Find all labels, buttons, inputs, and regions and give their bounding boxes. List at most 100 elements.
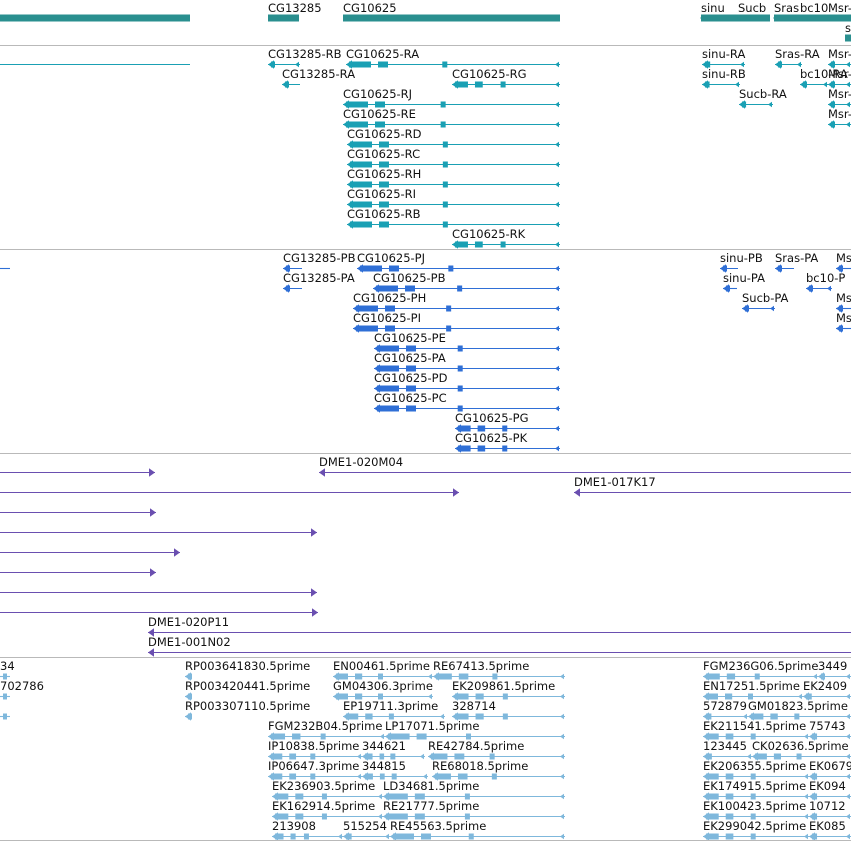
feature-75743[interactable]: 75743 xyxy=(809,719,851,741)
feature-dme1-017k17[interactable]: DME1-017K17 xyxy=(574,475,851,497)
feature-msr[interactable]: Msr- xyxy=(828,107,851,129)
feature-bc10[interactable]: bc10 xyxy=(799,1,828,22)
feature-ek211541-5prime[interactable]: EK211541.5prime xyxy=(703,719,809,741)
feature-sras-ra[interactable]: Sras-RA xyxy=(775,47,820,69)
feature-ld34681-5prime[interactable]: LD34681.5prime xyxy=(383,779,565,801)
feature-ep19711-3prime[interactable]: EP19711.3prime xyxy=(343,699,445,721)
feature-cg10625[interactable]: CG10625 xyxy=(343,1,560,22)
feature-515254[interactable]: 515254 xyxy=(343,819,390,841)
feature-ek162914-5prime[interactable]: EK162914.5prime xyxy=(272,799,383,821)
feature-ek085[interactable]: EK085 xyxy=(809,819,851,841)
feature-cg13285-pb[interactable]: CG13285-PB xyxy=(283,251,356,273)
feature-cg10625-ri[interactable]: CG10625-RI xyxy=(347,187,560,209)
feature-msr[interactable]: Msr- xyxy=(828,67,851,89)
feature-cg10625-re[interactable]: CG10625-RE xyxy=(343,107,560,129)
feature-ck02636-5prime[interactable]: CK02636.5prime xyxy=(752,739,851,761)
feature-gm01823-5prime[interactable]: GM01823.5prime xyxy=(748,699,851,721)
feature-unlabeled[interactable] xyxy=(0,528,317,537)
feature-ek236903-5prime[interactable]: EK236903.5prime xyxy=(272,779,383,801)
feature-unlabeled[interactable] xyxy=(0,508,156,517)
feature-cg10625-pc[interactable]: CG10625-PC xyxy=(374,391,560,413)
feature-re45563-5prime[interactable]: RE45563.5prime xyxy=(390,819,565,841)
feature-rp003307110-5prime[interactable]: RP003307110.5prime xyxy=(185,699,310,721)
feature-ek0679[interactable]: EK0679 xyxy=(809,759,851,781)
feature-msr[interactable]: Msr- xyxy=(828,87,851,109)
feature-dme1-020m04[interactable]: DME1-020M04 xyxy=(319,455,851,477)
feature-bc10-ra[interactable]: bc10-RA xyxy=(800,67,848,89)
feature-ek299042-5prime[interactable]: EK299042.5prime xyxy=(703,819,809,841)
feature-sinu-ra[interactable]: sinu-RA xyxy=(702,47,745,69)
feature-sucb-ra[interactable]: Sucb-RA xyxy=(739,87,787,109)
feature-cg10625-rb[interactable]: CG10625-RB xyxy=(347,207,560,229)
feature-ip10838-5prime[interactable]: IP10838.5prime xyxy=(268,739,362,761)
feature-ip06647-3prime[interactable]: IP06647.3prime xyxy=(268,759,362,781)
feature-msr[interactable]: Msr- xyxy=(828,47,851,69)
feature-unlabeled[interactable] xyxy=(0,568,156,577)
feature-cg13285[interactable]: CG13285 xyxy=(268,1,322,22)
feature-sucb-pa[interactable]: Sucb-PA xyxy=(742,291,789,313)
feature-dme1-020p11[interactable]: DME1-020P11 xyxy=(148,615,851,637)
feature-s[interactable]: s xyxy=(845,21,851,42)
feature-572879[interactable]: 572879 xyxy=(703,699,748,721)
feature-cg13285-ra[interactable]: CG13285-RA xyxy=(282,67,355,89)
feature-ek094[interactable]: EK094 xyxy=(809,779,851,801)
feature-cg10625-rk[interactable]: CG10625-RK xyxy=(452,227,560,249)
feature-344815[interactable]: 344815 xyxy=(362,759,428,781)
feature-unlabeled[interactable] xyxy=(0,468,155,477)
feature-cg10625-ph[interactable]: CG10625-PH xyxy=(353,291,560,313)
feature-unlabeled[interactable] xyxy=(0,548,180,557)
feature-sinu-rb[interactable]: sinu-RB xyxy=(702,67,746,89)
feature-re68018-5prime[interactable]: RE68018.5prime xyxy=(432,759,565,781)
feature-re42784-5prime[interactable]: RE42784.5prime xyxy=(428,739,565,761)
feature-ek206355-5prime[interactable]: EK206355.5prime xyxy=(703,759,809,781)
feature-ms[interactable]: Ms xyxy=(836,311,851,333)
feature-cg10625-pi[interactable]: CG10625-PI xyxy=(353,311,560,333)
feature-cg13285-pa[interactable]: CG13285-PA xyxy=(283,271,355,293)
feature-cg10625-rh[interactable]: CG10625-RH xyxy=(347,167,560,189)
feature-34[interactable]: 34 xyxy=(0,659,15,680)
feature-dme1-001n02[interactable]: DME1-001N02 xyxy=(148,635,851,657)
feature-cg10625-pj[interactable]: CG10625-PJ xyxy=(357,251,560,273)
feature-en00461-5prime[interactable]: EN00461.5prime xyxy=(333,659,433,681)
feature-cg13285-rb[interactable]: CG13285-RB xyxy=(268,47,342,69)
feature-cg10625-pd[interactable]: CG10625-PD xyxy=(374,371,560,393)
feature-sucb[interactable]: Sucb xyxy=(737,1,770,22)
feature-3449[interactable]: 3449 xyxy=(818,659,851,681)
feature-ms[interactable]: Ms xyxy=(836,251,851,273)
feature-fgm232b04-5prime[interactable]: FGM232B04.5prime xyxy=(268,719,385,741)
feature-unlabeled[interactable] xyxy=(0,14,190,22)
feature-cg10625-rd[interactable]: CG10625-RD xyxy=(347,127,560,149)
feature-344621[interactable]: 344621 xyxy=(362,739,425,761)
feature-702786[interactable]: 702786 xyxy=(0,679,44,700)
feature-ek2409[interactable]: EK2409 xyxy=(803,679,851,701)
feature-en17251-5prime[interactable]: EN17251.5prime xyxy=(703,679,803,701)
feature-123445[interactable]: 123445 xyxy=(703,739,752,761)
feature-gm04306-3prime[interactable]: GM04306.3prime xyxy=(333,679,433,701)
feature-328714[interactable]: 328714 xyxy=(452,699,565,721)
feature-sras-pa[interactable]: Sras-PA xyxy=(775,251,818,273)
feature-lp17071-5prime[interactable]: LP17071.5prime xyxy=(385,719,565,741)
feature-sras[interactable]: Sras xyxy=(773,1,800,22)
feature-rp003420441-5prime[interactable]: RP003420441.5prime xyxy=(185,679,310,701)
feature-fgm236g06-5prime[interactable]: FGM236G06.5prime xyxy=(703,659,818,681)
feature-cg10625-pk[interactable]: CG10625-PK xyxy=(455,431,560,453)
feature-bc10-p[interactable]: bc10-P xyxy=(806,271,845,293)
feature-213908[interactable]: 213908 xyxy=(272,819,343,841)
feature-cg10625-ra[interactable]: CG10625-RA xyxy=(346,47,560,69)
feature-ek209861-5prime[interactable]: EK209861.5prime xyxy=(452,679,565,701)
feature-ek174915-5prime[interactable]: EK174915.5prime xyxy=(703,779,809,801)
feature-ms[interactable]: Ms xyxy=(836,291,851,313)
feature-unlabeled[interactable] xyxy=(0,588,317,597)
feature-cg10625-rg[interactable]: CG10625-RG xyxy=(452,67,560,89)
feature-cg10625-pg[interactable]: CG10625-PG xyxy=(455,411,560,433)
feature-sinu[interactable]: sinu xyxy=(700,1,738,22)
feature-cg10625-pe[interactable]: CG10625-PE xyxy=(374,331,560,353)
feature-msr[interactable]: Msr- xyxy=(828,1,851,22)
feature-re67413-5prime[interactable]: RE67413.5prime xyxy=(433,659,565,681)
feature-unlabeled[interactable] xyxy=(0,488,459,497)
feature-sinu-pa[interactable]: sinu-PA xyxy=(723,271,765,293)
feature-re21777-5prime[interactable]: RE21777.5prime xyxy=(383,799,565,821)
feature-cg10625-rj[interactable]: CG10625-RJ xyxy=(343,87,560,109)
feature-rp003641830-5prime[interactable]: RP003641830.5prime xyxy=(185,659,310,681)
feature-10712[interactable]: 10712 xyxy=(809,799,851,821)
